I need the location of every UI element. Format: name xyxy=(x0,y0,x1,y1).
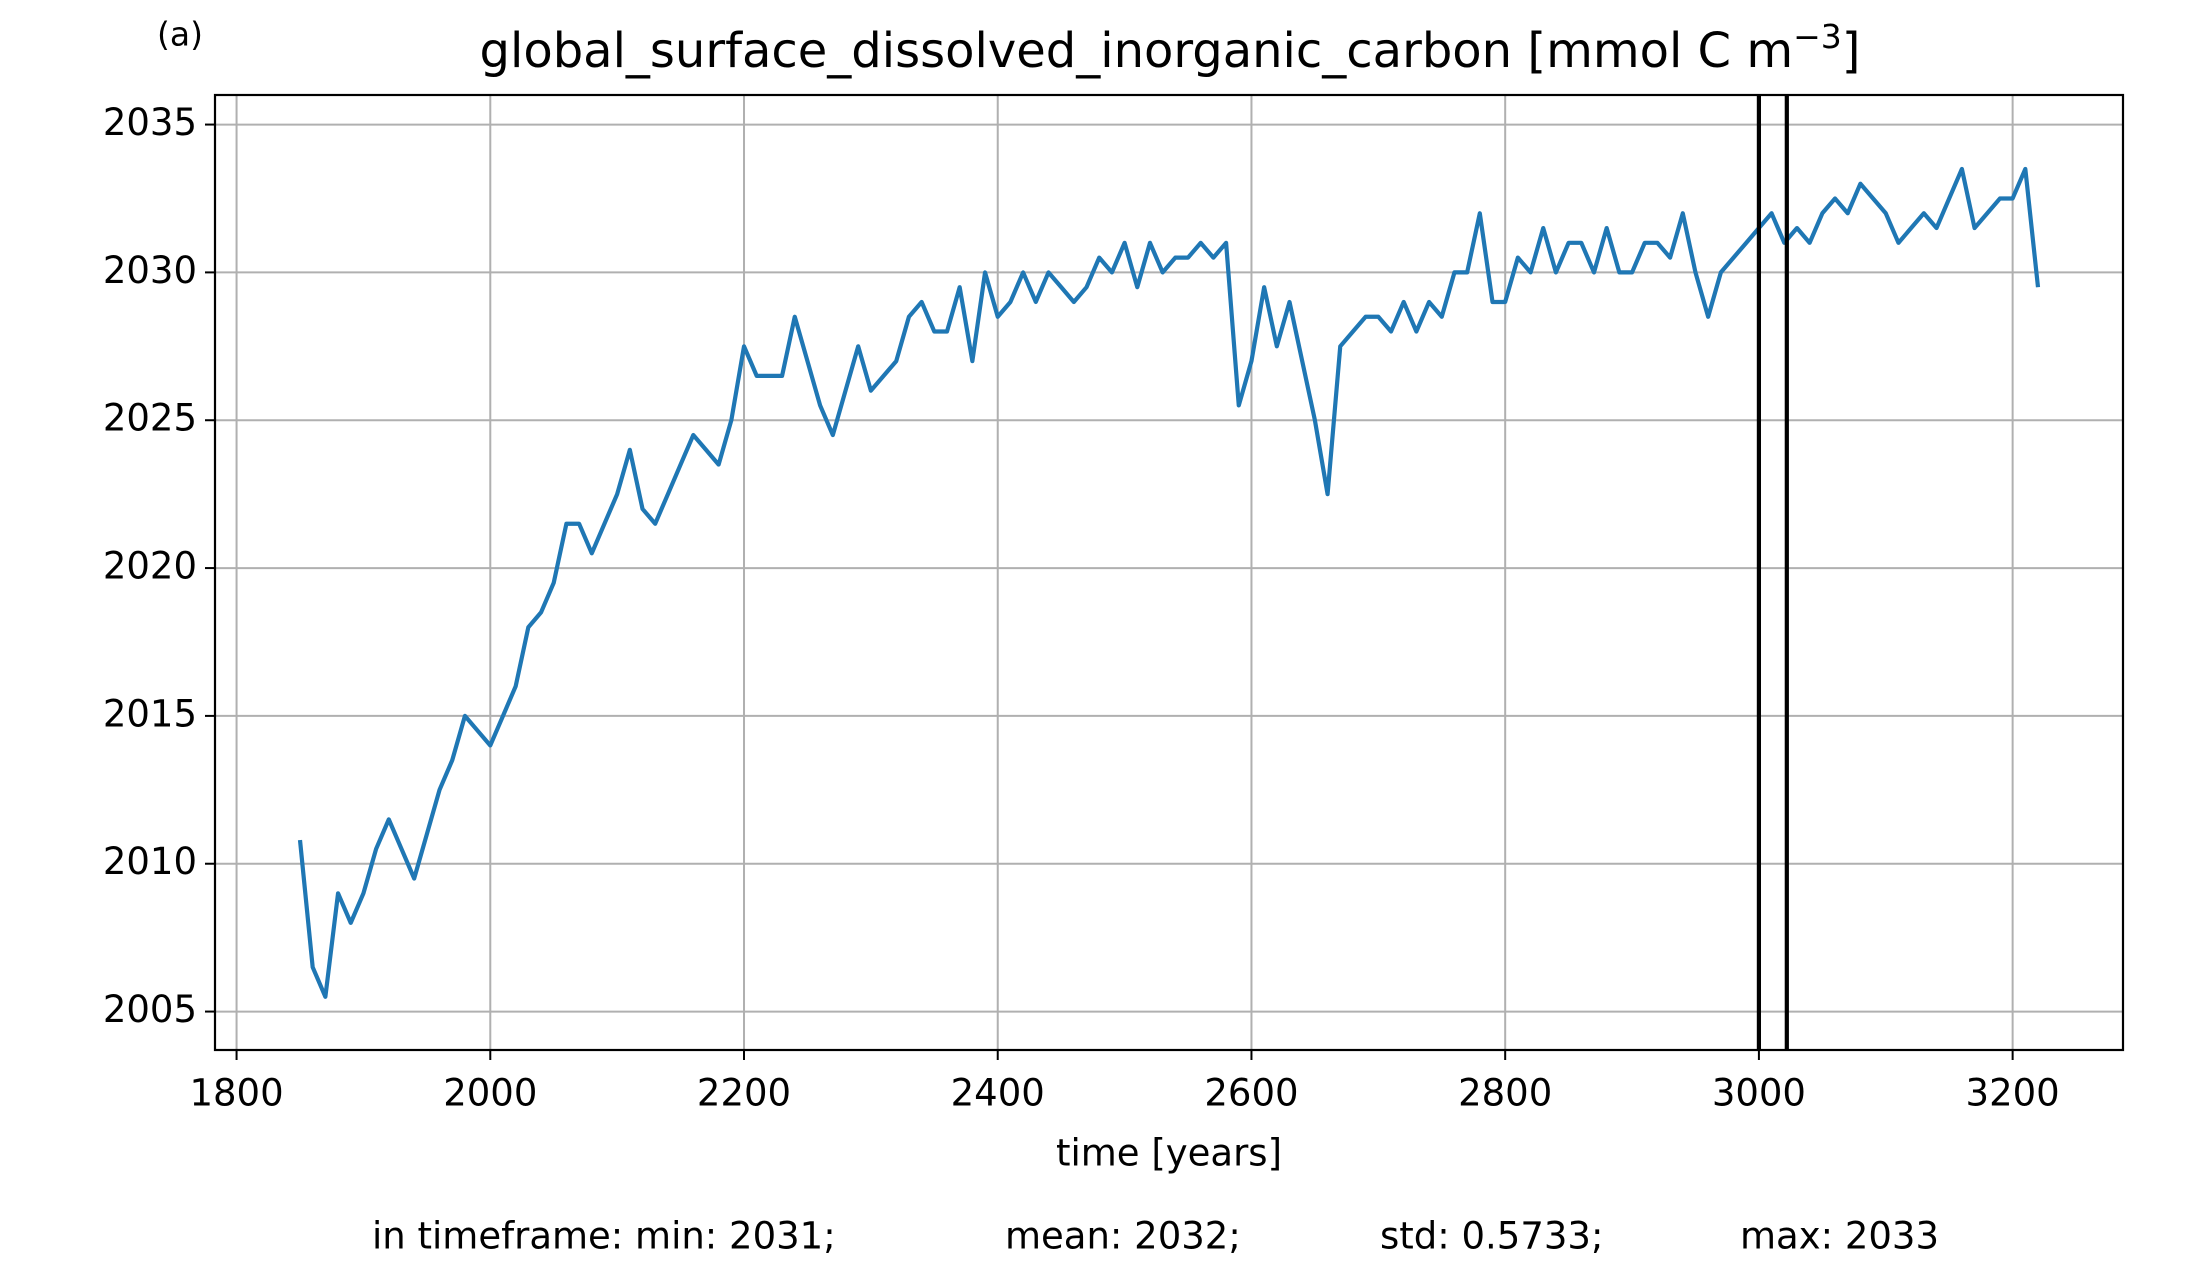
y-tick-label: 2035 xyxy=(103,101,197,144)
chart-title: global_surface_dissolved_inorganic_carbo… xyxy=(480,17,1861,80)
title-superscript: −3 xyxy=(1793,17,1842,56)
y-tick-label: 2010 xyxy=(103,840,197,883)
y-tick-label: 2015 xyxy=(103,692,197,735)
footer-stat: in timeframe: min: 2031; xyxy=(372,1215,836,1258)
panel-label: (a) xyxy=(157,15,203,54)
x-tick-label: 2600 xyxy=(1204,1072,1298,1115)
y-tick-label: 2005 xyxy=(103,988,197,1031)
x-tick-label: 2200 xyxy=(697,1072,791,1115)
y-tick-label: 2020 xyxy=(103,545,197,588)
x-tick-label: 3200 xyxy=(1966,1072,2060,1115)
x-tick-label: 2400 xyxy=(951,1072,1045,1115)
x-tick-label: 2000 xyxy=(443,1072,537,1115)
y-tick-label: 2025 xyxy=(103,397,197,440)
footer-stat: std: 0.5733; xyxy=(1380,1215,1603,1258)
plot-frame xyxy=(213,93,2125,1052)
data-line xyxy=(297,166,2041,999)
x-axis-label: time [years] xyxy=(1056,1132,1282,1175)
x-tick-label: 3000 xyxy=(1712,1072,1806,1115)
x-tick-label: 2800 xyxy=(1458,1072,1552,1115)
footer-stat: max: 2033 xyxy=(1740,1215,1939,1258)
x-tick-label: 1800 xyxy=(189,1072,283,1115)
footer-stat: mean: 2032; xyxy=(1005,1215,1241,1258)
title-text: global_surface_dissolved_inorganic_carbo… xyxy=(480,23,1794,79)
title-suffix: ] xyxy=(1842,23,1861,79)
y-tick-label: 2030 xyxy=(103,249,197,292)
